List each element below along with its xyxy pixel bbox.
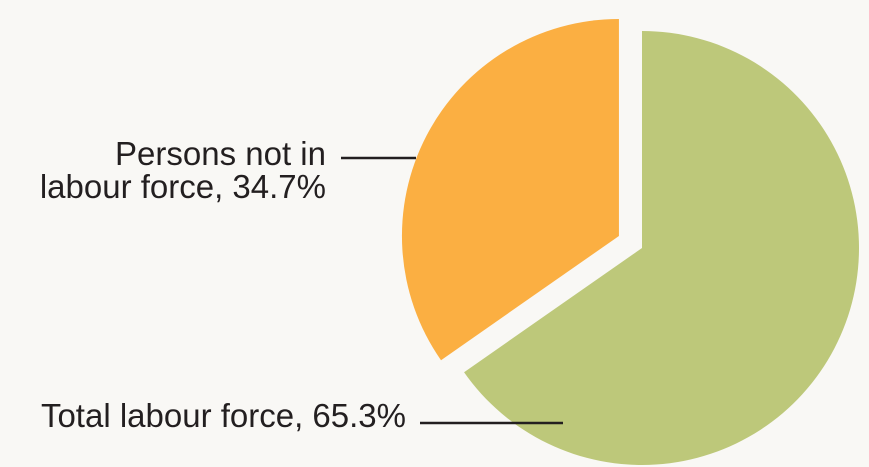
- pie-slice-1: [401, 18, 619, 361]
- leader-lines: [341, 156, 563, 425]
- slice-label-0: Total labour force, 65.3%: [41, 397, 406, 434]
- slice-label-line: Persons not in: [115, 135, 326, 172]
- slice-label-line: labour force, 34.7%: [40, 168, 326, 205]
- slice-label-line: Total labour force, 65.3%: [41, 397, 406, 434]
- pie-slices: [401, 18, 859, 465]
- slice-label-1: Persons not in labour force, 34.7%: [40, 135, 326, 205]
- slice-labels: Total labour force, 65.3% Persons not in l…: [40, 135, 406, 434]
- pie-slice-0: [464, 31, 859, 465]
